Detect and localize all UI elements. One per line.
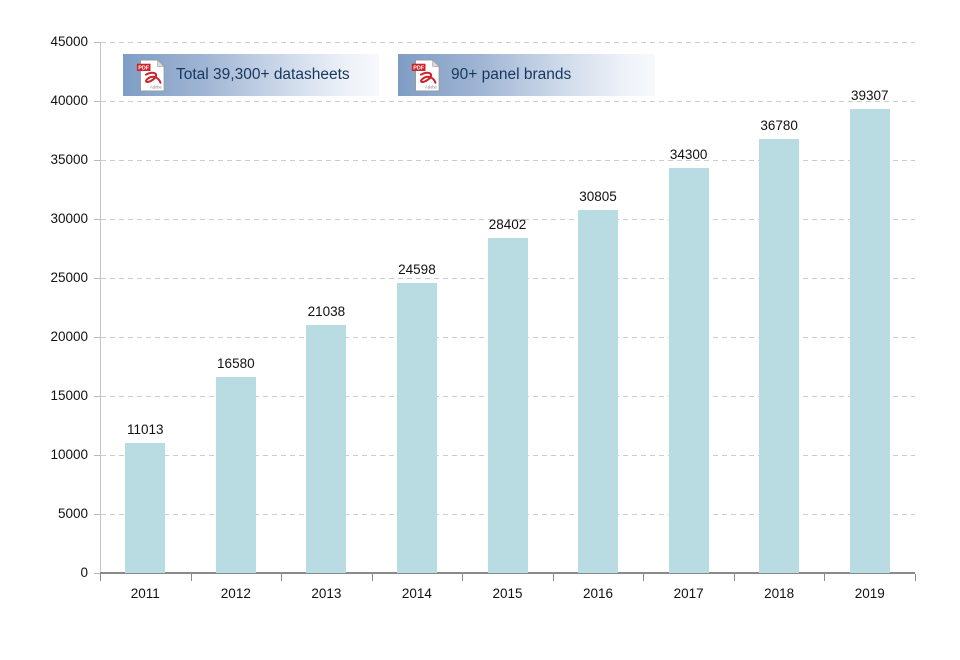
x-axis-label-2019: 2019 [854, 586, 885, 601]
gridline-40000 [101, 100, 915, 102]
x-tick-8 [824, 574, 825, 581]
bar-value-label-2014: 24598 [398, 261, 436, 277]
y-axis-label-20000: 20000 [50, 329, 88, 344]
y-axis-label-40000: 40000 [50, 93, 88, 108]
y-axis-label-5000: 5000 [57, 506, 88, 521]
bar-2013 [306, 324, 347, 573]
gridline-30000 [101, 218, 915, 220]
bar-2019 [849, 109, 890, 573]
y-axis-label-10000: 10000 [50, 447, 88, 462]
bar-2011 [125, 443, 166, 573]
svg-text:PDF: PDF [138, 65, 150, 71]
y-axis-label-30000: 30000 [50, 211, 88, 226]
badge-panel-brands-label: 90+ panel brands [451, 66, 572, 83]
x-axis-label-2016: 2016 [583, 586, 614, 601]
y-tick-5000 [94, 513, 100, 515]
gridline-45000 [101, 41, 915, 43]
y-tick-45000 [94, 41, 100, 43]
x-tick-6 [643, 574, 644, 581]
y-tick-30000 [94, 218, 100, 220]
x-tick-9 [915, 574, 916, 581]
x-axis-label-2018: 2018 [764, 586, 795, 601]
bar-value-label-2013: 21038 [307, 303, 346, 319]
bar-value-label-2018: 36780 [760, 118, 798, 133]
y-axis-label-0: 0 [80, 565, 88, 580]
bar-value-label-2012: 16580 [217, 356, 255, 372]
y-tick-0 [94, 572, 100, 574]
svg-text:Adobe: Adobe [425, 84, 437, 89]
bar-value-label-2019: 39307 [850, 88, 889, 104]
x-tick-4 [462, 574, 463, 581]
bar-2012 [215, 377, 256, 573]
bar-value-label-2011: 11013 [127, 422, 164, 438]
y-axis-label-25000: 25000 [50, 270, 88, 285]
bar-2017 [668, 168, 709, 573]
pdf-file-icon: PDF Adobe [411, 58, 440, 91]
bar-value-label-2017: 34300 [669, 147, 708, 163]
y-tick-20000 [94, 336, 100, 338]
x-axis-label-2017: 2017 [673, 586, 704, 601]
y-tick-40000 [94, 100, 100, 102]
x-axis-label-2011: 2011 [130, 586, 160, 601]
x-tick-1 [191, 574, 192, 581]
y-axis-label-15000: 15000 [50, 388, 88, 403]
svg-text:Adobe: Adobe [150, 84, 162, 89]
gridline-35000 [101, 159, 915, 161]
pdf-file-icon: PDF Adobe [136, 58, 165, 91]
y-tick-10000 [94, 454, 100, 456]
x-tick-2 [281, 574, 282, 581]
bar-2016 [578, 209, 619, 573]
x-axis-label-2012: 2012 [220, 586, 251, 601]
bar-2015 [487, 237, 528, 573]
x-axis-label-2013: 2013 [311, 586, 342, 601]
y-tick-25000 [94, 277, 100, 279]
plot-area: 11013 16580 21038 24598 28402 30805 34300 36780… [94, 41, 916, 581]
x-tick-5 [553, 574, 554, 581]
y-axis-label-35000: 35000 [50, 152, 88, 167]
x-tick-7 [734, 574, 735, 581]
x-axis-label-2015: 2015 [492, 586, 523, 601]
y-axis-line [100, 42, 101, 573]
y-tick-35000 [94, 159, 100, 161]
badge-total-datasheets-label: Total 39,300+ datasheets [176, 66, 350, 83]
badge-panel-brands[interactable]: PDF Adobe 90+ panel brands [398, 54, 655, 96]
y-tick-15000 [94, 395, 100, 397]
x-tick-3 [372, 574, 373, 581]
badge-total-datasheets[interactable]: PDF Adobe Total 39,300+ datasheets [123, 54, 379, 96]
bar-2014 [396, 282, 437, 573]
x-axis-label-2014: 2014 [401, 586, 432, 601]
bar-value-label-2015: 28402 [488, 216, 527, 232]
y-axis-label-45000: 45000 [50, 34, 88, 49]
bar-value-label-2016: 30805 [579, 188, 617, 204]
bar-2018 [759, 139, 800, 573]
x-axis-line [100, 572, 915, 574]
x-tick-0 [100, 574, 101, 581]
svg-text:PDF: PDF [413, 65, 425, 71]
